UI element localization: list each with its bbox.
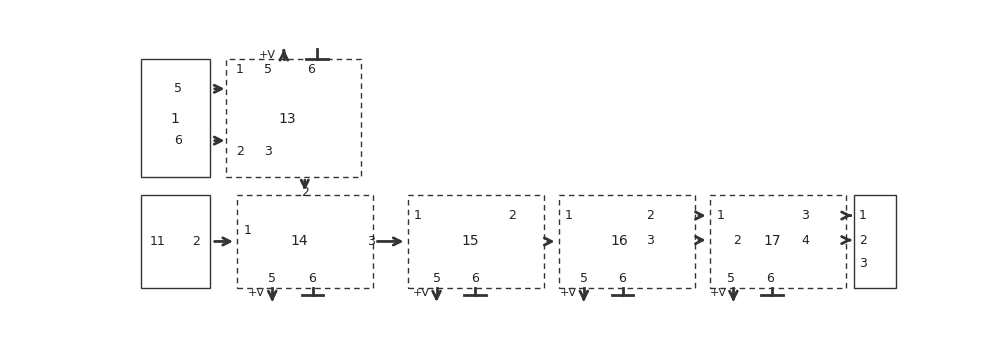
Text: 6: 6 [307, 63, 315, 76]
Text: 1: 1 [859, 209, 867, 222]
Text: +V: +V [560, 288, 577, 298]
Text: 1: 1 [414, 209, 422, 222]
Text: 5: 5 [580, 272, 588, 285]
Text: 2: 2 [859, 234, 867, 247]
Text: 11: 11 [150, 235, 165, 248]
Text: +V: +V [248, 288, 265, 298]
FancyBboxPatch shape [140, 195, 210, 288]
Text: 2: 2 [733, 234, 741, 247]
Text: 3: 3 [264, 145, 272, 158]
Text: 2: 2 [301, 187, 309, 199]
Text: 5: 5 [268, 272, 276, 285]
FancyBboxPatch shape [854, 195, 896, 288]
Text: 4: 4 [802, 234, 809, 247]
FancyBboxPatch shape [408, 195, 544, 288]
Text: 1: 1 [244, 224, 251, 237]
Text: 2: 2 [236, 145, 244, 158]
Text: 2: 2 [647, 209, 654, 222]
Text: 2: 2 [509, 209, 516, 222]
FancyBboxPatch shape [710, 195, 846, 288]
FancyBboxPatch shape [226, 59, 361, 177]
Text: 15: 15 [461, 234, 479, 249]
Text: 6: 6 [309, 272, 316, 285]
FancyBboxPatch shape [140, 59, 210, 177]
Text: 16: 16 [611, 234, 628, 249]
FancyBboxPatch shape [237, 195, 373, 288]
Text: +V: +V [258, 50, 275, 60]
Text: 1: 1 [716, 209, 724, 222]
Text: 5: 5 [264, 63, 272, 76]
Text: 1: 1 [564, 209, 572, 222]
Text: 1: 1 [171, 112, 180, 126]
Text: +V: +V [413, 288, 430, 298]
Text: 3: 3 [647, 234, 654, 247]
Text: +V: +V [709, 288, 726, 298]
Text: 2: 2 [192, 235, 200, 248]
Text: 17: 17 [763, 234, 781, 249]
Text: 3: 3 [859, 257, 867, 270]
FancyBboxPatch shape [559, 195, 695, 288]
Text: 1: 1 [236, 63, 244, 76]
Text: 5: 5 [727, 272, 735, 285]
Text: 13: 13 [279, 112, 297, 126]
Text: 3: 3 [802, 209, 809, 222]
Text: 5: 5 [174, 82, 182, 95]
Text: 3: 3 [368, 235, 375, 248]
Text: 14: 14 [291, 234, 308, 249]
Text: 5: 5 [433, 272, 441, 285]
Text: 6: 6 [766, 272, 774, 285]
Text: 6: 6 [471, 272, 479, 285]
Text: 6: 6 [619, 272, 626, 285]
Text: 6: 6 [174, 134, 182, 147]
